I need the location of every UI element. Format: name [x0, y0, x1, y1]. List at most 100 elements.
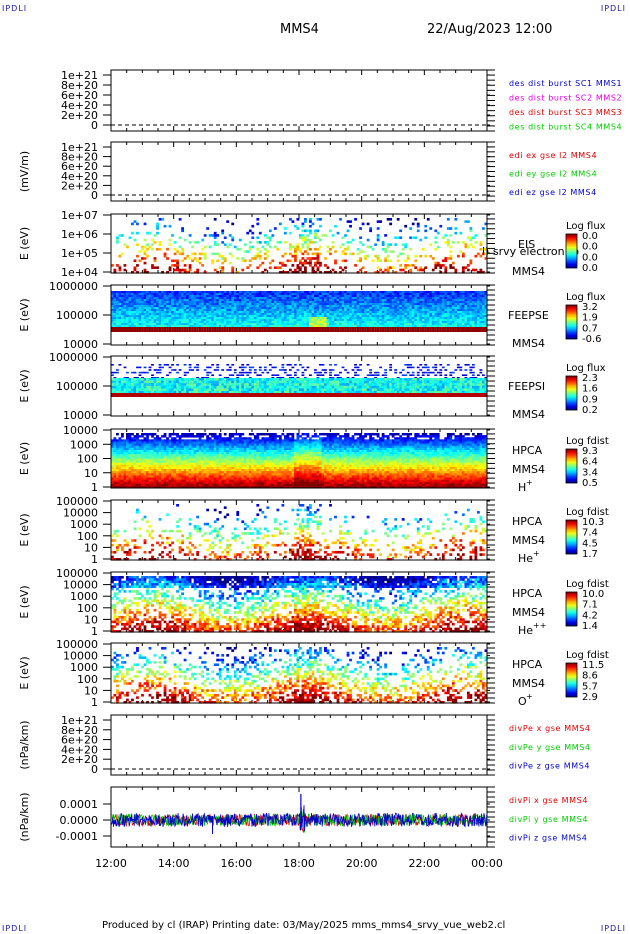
y-axis-label: E (eV)	[18, 369, 31, 402]
panel-divpi: 0.0001 0.0000 -0.0001 (nPa/km) divPi x gse M…	[18, 786, 588, 848]
y-tick-label: 10	[84, 684, 98, 697]
y-tick-label: 100000	[56, 567, 98, 580]
y-tick-label: 8e+20	[61, 151, 98, 164]
corner-label-top-left: IPDLI	[2, 4, 28, 13]
legend-entry: divPe y gse MMS4	[509, 743, 591, 752]
colorbar-value: 2.3	[582, 373, 598, 384]
spacecraft-label: MMS4	[512, 534, 545, 547]
y-tick-label: 10000	[63, 507, 98, 520]
species-charge: ++	[533, 621, 546, 630]
y-axis-label: E (eV)	[18, 513, 31, 546]
colorbar-value: 1.9	[582, 313, 598, 324]
colorbar-value: 4.2	[582, 610, 598, 621]
y-tick-label: 100000	[56, 495, 98, 508]
colorbar-value: 0.9	[582, 394, 598, 405]
legend-entry: divPi y gse MMS4	[509, 815, 588, 824]
y-tick-label: 100000	[56, 380, 98, 393]
colorbar-value: 0.0	[582, 263, 598, 274]
legend-entry: des dist burst SC3 MMS3	[509, 108, 622, 117]
instrument-label: FEEPSE	[508, 309, 549, 322]
species-label: He	[518, 552, 533, 565]
y-tick-label: 1	[91, 696, 98, 709]
panel-feeps_i: 1000000 100000 10000 E (eV) FEEPSI MMS4 Log fl…	[18, 351, 606, 422]
colorbar-value: 0.0	[582, 242, 598, 253]
y-axis-label: (mV/m)	[18, 151, 31, 192]
y-tick-label: 100	[77, 673, 98, 686]
colorbar-title: Log flux	[566, 363, 606, 374]
legend-entry: des dist burst SC1 MMS1	[509, 79, 622, 88]
legend-entry: edi ex gse l2 MMS4	[509, 151, 597, 160]
colorbar-value: -0.6	[582, 334, 602, 345]
panel-frame	[110, 69, 488, 132]
y-tick-label: 10000	[63, 338, 98, 351]
y-tick-label: 2e+20	[61, 179, 98, 192]
colorbar	[565, 304, 578, 340]
colorbar-value: 0.2	[582, 405, 598, 416]
colorbar-value: 6.4	[582, 457, 598, 468]
legend-entry: des dist burst SC2 MMS2	[509, 94, 622, 103]
colorbar-value: 10.3	[582, 517, 604, 528]
instrument-label: HPCA	[512, 658, 543, 671]
y-tick-label: 10	[84, 467, 98, 480]
instrument-label: EIS	[518, 238, 535, 251]
corner-label-bottom-left: IPDLI	[2, 924, 28, 933]
y-tick-label: -0.0001	[56, 830, 98, 843]
x-tick-label: 14:00	[158, 857, 190, 870]
y-tick-label: 8e+20	[61, 79, 98, 92]
y-tick-label: 1e+05	[61, 247, 98, 260]
y-tick-label: 1000	[70, 438, 98, 451]
y-axis-label: E (eV)	[18, 585, 31, 618]
colorbar	[565, 591, 578, 627]
y-tick-label: 100	[77, 602, 98, 615]
species-charge: +	[526, 478, 533, 487]
colorbar	[565, 233, 578, 269]
y-tick-label: 0.0001	[60, 798, 99, 811]
y-tick-label: 6e+20	[61, 89, 98, 102]
panel-feeps_e: 1000000 100000 10000 E (eV) FEEPSE MMS4 Log fl…	[18, 280, 606, 351]
header-datetime: 22/Aug/2023 12:00	[427, 22, 553, 37]
spectrogram-cells	[111, 647, 488, 704]
legend-entry: divPi x gse MMS4	[509, 796, 588, 805]
y-tick-label: 10000	[63, 650, 98, 663]
y-tick-label: 1000000	[49, 280, 98, 293]
colorbar-value: 10.0	[582, 589, 604, 600]
y-tick-label: 4e+20	[61, 743, 98, 756]
y-tick-label: 100000	[56, 638, 98, 651]
species-label: He	[518, 624, 533, 637]
colorbar-value: 11.5	[582, 660, 604, 671]
colorbar-value: 1.7	[582, 549, 598, 560]
y-tick-label: 8e+20	[61, 724, 98, 737]
y-tick-label: 100	[77, 453, 98, 466]
colorbar-value: 0.0	[582, 231, 598, 242]
x-axis: 12:00 14:00 16:00 18:00 20:00 22:00 00:00	[95, 857, 503, 870]
colorbar-value: 7.4	[582, 528, 598, 539]
species-charge: +	[526, 692, 533, 701]
spacecraft-label: MMS4	[512, 677, 545, 690]
colorbar-value: 0.5	[582, 478, 598, 489]
y-tick-label: 10000	[63, 579, 98, 592]
y-tick-label: 10000	[63, 409, 98, 422]
colorbar-value: 5.7	[582, 681, 598, 692]
legend-entry: divPe z gse MMS4	[509, 762, 590, 771]
y-axis-label: E (eV)	[18, 298, 31, 331]
y-tick-label: 0.0000	[60, 814, 99, 827]
y-tick-label: 6e+20	[61, 160, 98, 173]
spectrogram-cells	[111, 576, 488, 633]
spacecraft-label: MMS4	[512, 265, 545, 278]
corner-label-top-right: IPDLI	[600, 4, 626, 13]
y-tick-label: 1000000	[49, 351, 98, 364]
y-axis-label: E (eV)	[18, 227, 31, 260]
instrument-label: HPCA	[512, 515, 543, 528]
y-tick-label: 1e+07	[61, 209, 98, 222]
y-tick-label: 0	[91, 763, 98, 776]
panel-frame	[110, 714, 488, 776]
colorbar	[565, 448, 578, 484]
colorbar-value: 3.4	[582, 467, 598, 478]
species-label: H	[518, 481, 526, 494]
y-axis-label: (nPa/km)	[18, 720, 31, 769]
series-line	[110, 805, 488, 832]
y-tick-label: 1	[91, 625, 98, 638]
